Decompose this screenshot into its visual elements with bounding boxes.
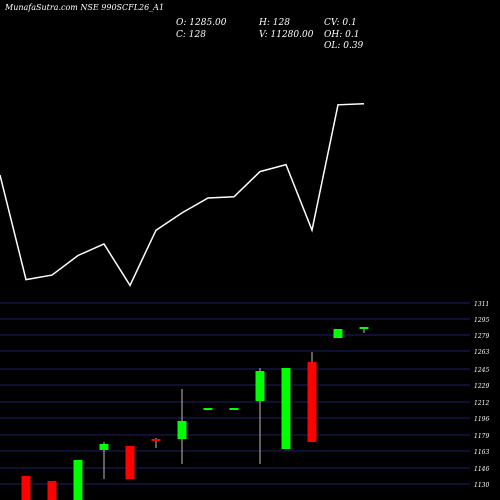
candle-body	[99, 444, 109, 450]
candle-body	[47, 481, 57, 500]
y-tick-label: 1146	[474, 466, 489, 473]
y-tick-label: 1130	[474, 482, 489, 489]
candlestick-chart	[21, 327, 369, 500]
candle-body	[281, 368, 291, 449]
y-tick-label: 1229	[474, 383, 489, 390]
candle-body	[255, 371, 265, 401]
candle-body	[177, 421, 187, 439]
chart-title: MunafaSutra.com NSE 990SCFL26_A1	[5, 3, 165, 12]
candle-body	[333, 329, 343, 338]
y-tick-label: 1311	[474, 301, 489, 308]
candle-body	[21, 476, 31, 500]
y-tick-label: 1245	[474, 367, 489, 374]
line-chart	[0, 102, 365, 287]
y-tick-label: 1295	[474, 317, 489, 324]
candle-body	[307, 362, 317, 442]
candle-body	[73, 460, 83, 500]
close-value: C: 128	[176, 30, 206, 40]
y-tick-label: 1196	[474, 416, 489, 423]
y-axis-ticks: 1311 1295 1279 1263 1245 1229 1212 1196 1179 1163…	[474, 301, 489, 489]
cv-value: CV: 0.1	[324, 18, 357, 28]
volume-value: V: 11280.00	[259, 30, 314, 40]
high-value: H: 128	[259, 18, 290, 28]
grid	[0, 302, 470, 485]
candle-body	[151, 439, 161, 441]
y-tick-label: 1279	[474, 333, 489, 340]
candle-body	[229, 408, 239, 410]
open-value: O: 1285.00	[176, 18, 227, 28]
candle-body	[125, 446, 135, 479]
y-tick-label: 1163	[474, 449, 489, 456]
candle-body	[359, 327, 369, 329]
y-tick-label: 1212	[474, 400, 489, 407]
oh-value: OH: 0.1	[324, 30, 360, 40]
y-tick-label: 1179	[474, 433, 489, 440]
y-tick-label: 1263	[474, 349, 489, 356]
price-line	[0, 102, 365, 287]
ol-value: OL: 0.39	[324, 41, 364, 51]
candle-body	[203, 408, 213, 410]
